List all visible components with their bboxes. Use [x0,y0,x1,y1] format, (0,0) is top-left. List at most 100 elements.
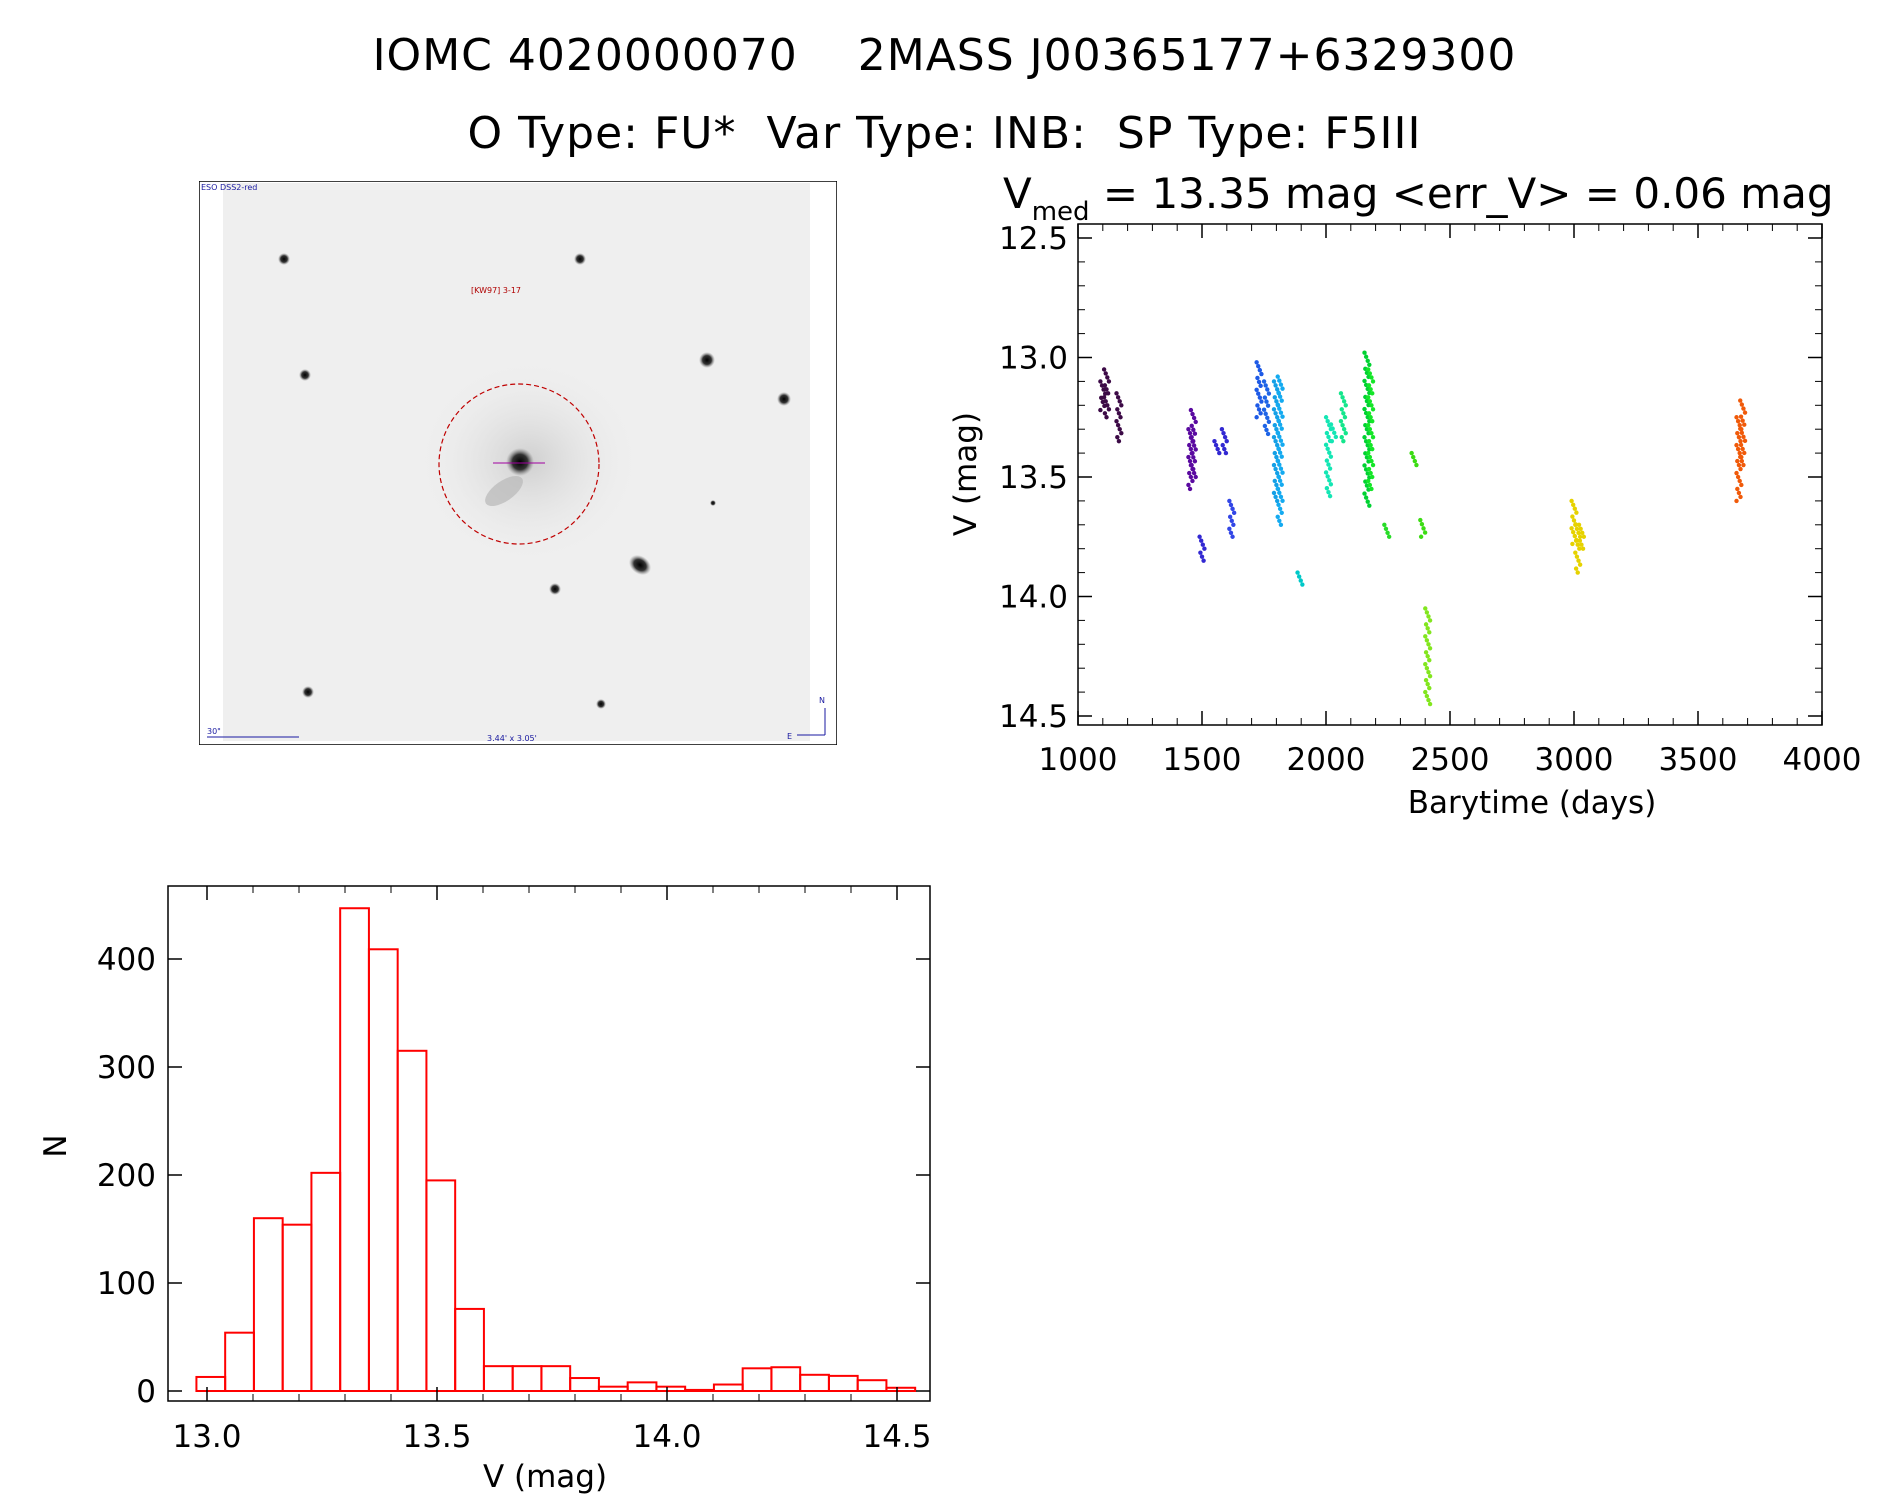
lc-data-point [1366,395,1371,400]
lc-data-point [1575,542,1580,547]
lc-data-point [1738,426,1743,431]
lc-ytick-label: 14.0 [999,580,1068,616]
north-label: N [819,696,825,705]
lc-data-point [1187,486,1193,492]
field-stars [278,253,791,709]
lc-data-point [1114,391,1119,396]
lc-data-point [1370,407,1376,412]
lc-data-point [1186,482,1191,488]
lc-data-point [1327,450,1332,455]
lc-data-point [1295,570,1300,575]
lc-data-point [1569,526,1574,531]
hist-bar [367,948,399,1393]
lc-data-point [1275,442,1280,448]
lc-data-point [1735,419,1741,424]
hist-ticks: 13.0 13.5 14.0 14.5 0 100 200 300 400 [97,886,932,1455]
lc-xtick-label: 2500 [1411,742,1490,778]
lc-data-point [1325,474,1330,479]
lc-data-point [1275,486,1280,491]
lc-data-point [1264,399,1269,404]
lc-data-point [1367,454,1373,460]
lc-data-point [1231,522,1236,527]
lc-data-point [1340,395,1345,400]
lc-data-point [1569,498,1574,504]
lc-data-point [1427,658,1432,663]
lc-data-point [1325,418,1330,424]
lc-data-point [1580,546,1586,551]
lc-data-point [1230,506,1235,512]
lc-data-point [1427,618,1433,623]
lc-data-point [1366,450,1371,456]
lc-data-point [1342,415,1348,420]
lc-data-point [1274,427,1279,432]
lc-data-point [1734,470,1739,476]
lc-data-point [1191,415,1197,421]
lc-data-point [1116,438,1122,444]
lc-data-point [1227,498,1232,504]
lc-data-point [1279,426,1284,431]
lc-data-point [1276,418,1281,423]
lc-data-point [1230,534,1235,539]
lc-data-point [1277,406,1282,411]
lc-data-point [1370,391,1375,396]
lc-data-point [1262,423,1268,429]
lc-data-point [1338,391,1344,396]
lc-data-point [1362,435,1367,440]
lc-data-point [1343,430,1348,436]
lc-data-point [1741,462,1746,468]
lc-data-point [1254,360,1259,365]
hist-bar [281,1223,313,1393]
lc-data-point [1275,415,1280,420]
lc-data-point [1571,502,1576,508]
lc-data-point [1276,474,1281,479]
lc-data-point [1736,434,1742,440]
lc-data-point [1427,685,1432,691]
lc-data-point [1369,403,1374,408]
hist-xtick-label: 13.5 [402,1419,471,1455]
lc-data-point [1735,486,1740,492]
lc-data-point [1277,378,1282,383]
hist-ytick-label: 200 [97,1158,156,1194]
lc-data-point [1362,491,1367,496]
lc-data-point [1263,411,1268,416]
lc-data-point [1571,518,1577,523]
lc-data-point [1227,514,1233,520]
lc-data-point [1276,502,1281,507]
lc-data-point [1115,434,1120,440]
hist-bar [684,1388,715,1393]
lc-data-point [1741,434,1746,440]
lc-data-point [1382,522,1387,527]
lc-data-point [1573,522,1578,527]
lc-data-point [1272,450,1278,456]
lc-data-point [1742,438,1748,444]
lc-data-point [1323,470,1329,475]
lc-data-point [1280,442,1285,447]
lc-data-point [1258,383,1263,389]
lc-data-point [1276,446,1281,451]
lc-data-point [1426,614,1431,619]
lc-data-point [1256,391,1261,396]
lc-data-point [1271,462,1277,468]
lc-ytick-label: 12.5 [999,221,1068,257]
lc-data-point [1197,534,1202,539]
lc-data-point [1739,482,1744,488]
lc-data-point [1738,494,1743,500]
lc-data-point [1219,427,1225,432]
lc-data-point [1576,530,1581,535]
lc-data-point [1735,430,1740,436]
lc-data-point [1279,454,1284,459]
lc-data-point [1193,419,1198,425]
lc-data-point [1098,407,1103,413]
lc-data-point [1274,399,1279,404]
lc-data-point [1427,673,1433,679]
lc-data-point [1190,411,1195,417]
lc-data-point [1272,395,1278,400]
lc-data-point [1737,423,1742,428]
lc-data-point [1575,570,1580,575]
lc-data-point [1101,395,1107,400]
lc-data-point [1215,446,1220,452]
hist-ytick-label: 300 [97,1050,156,1086]
fov-label: 3.44' x 3.05' [487,734,537,743]
lc-data-point [1324,458,1330,463]
